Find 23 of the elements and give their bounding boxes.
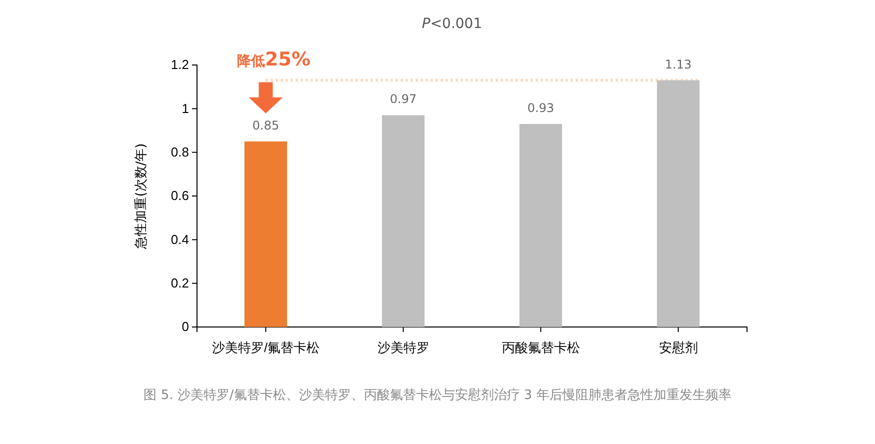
data-label: 0.97 (390, 92, 417, 106)
y-tick-label: 0 (182, 319, 189, 334)
y-tick-label: 0.8 (170, 144, 189, 160)
x-tick-label: 丙酸氟替卡松 (502, 340, 580, 355)
y-axis-title: 急性加重(次数/年) (134, 143, 149, 250)
y-tick-label: 0.2 (170, 275, 189, 290)
y-tick-label: 0.4 (170, 232, 189, 247)
annotation: 降低25% (237, 48, 310, 70)
chart-title: P<0.001 (422, 16, 482, 32)
bar (244, 141, 288, 327)
y-tick-label: 1.2 (170, 57, 189, 72)
y-tick-label: 0.6 (170, 188, 189, 204)
bar (519, 124, 562, 327)
caption: 图 5. 沙美特罗/氟替卡松、沙美特罗、丙酸氟替卡松与安慰剂治疗 3 年后慢阻肺患者急性加重发生频率 (142, 387, 732, 405)
bar (656, 80, 700, 327)
data-label: 0.85 (252, 118, 280, 132)
bar (382, 115, 425, 327)
x-tick-label: 安慰剂 (658, 340, 698, 355)
x-tick-label: 沙美特罗/氟替卡松 (212, 340, 320, 355)
data-label: 0.93 (527, 100, 554, 115)
x-tick-label: 沙美特罗 (377, 340, 430, 355)
data-label: 1.13 (664, 57, 692, 72)
y-tick-label: 1 (182, 100, 189, 116)
